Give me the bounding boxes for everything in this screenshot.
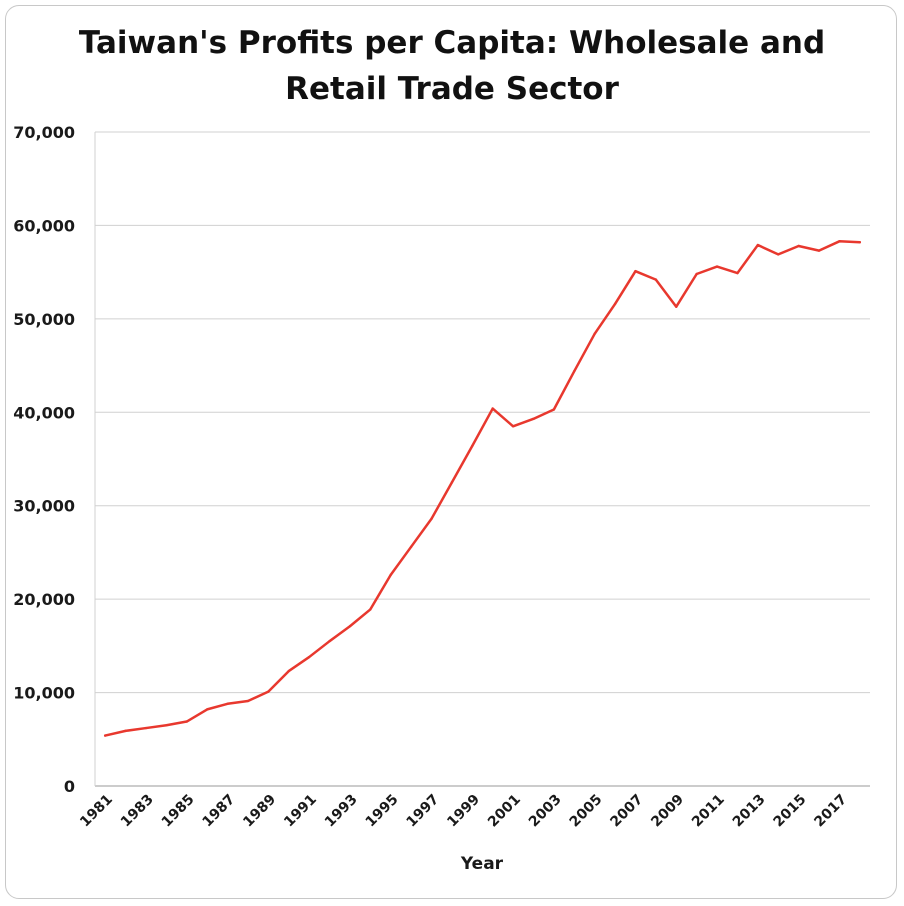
data-point <box>511 425 515 428</box>
data-point <box>573 369 576 373</box>
data-point <box>777 253 780 256</box>
x-axis-ticks: 1981 1983 1985 1987 1989 1991 1993 1995 1997 1999… <box>77 792 850 831</box>
data-point <box>634 270 637 273</box>
data-point <box>348 625 352 628</box>
data-point <box>185 720 188 723</box>
data-point <box>430 517 433 520</box>
data-point <box>471 444 474 448</box>
data-point <box>328 639 331 643</box>
y-tick-label: 70,000 <box>13 123 75 142</box>
data-point <box>144 726 148 730</box>
x-tick-label: 1981 <box>77 792 116 831</box>
y-tick-label: 60,000 <box>13 216 75 235</box>
x-tick-label: 1987 <box>200 792 239 831</box>
data-point <box>817 249 821 252</box>
data-point <box>613 302 617 306</box>
x-tick-label: 2003 <box>526 792 565 831</box>
x-tick-label: 1995 <box>363 792 402 831</box>
data-point <box>736 271 739 275</box>
chart-title-line-2: Retail Trade Sector <box>285 71 619 107</box>
x-tick-label: 2001 <box>485 792 524 831</box>
data-point <box>165 724 168 727</box>
x-tick-label: 1993 <box>322 792 361 831</box>
data-point <box>450 481 454 484</box>
data-point <box>246 699 250 703</box>
data-point <box>532 417 535 421</box>
y-tick-label: 50,000 <box>13 310 75 329</box>
y-tick-label: 10,000 <box>13 684 75 703</box>
data-point <box>838 240 841 243</box>
data-point <box>593 332 596 336</box>
x-tick-label: 1983 <box>118 792 157 831</box>
series-line <box>103 240 862 737</box>
y-axis-ticks: 0 10,000 20,000 30,000 40,000 50,000 60,000 70,… <box>13 123 75 796</box>
data-point <box>205 708 209 711</box>
data-point <box>409 545 413 549</box>
y-tick-label: 30,000 <box>13 497 75 516</box>
x-tick-label: 2009 <box>648 792 687 831</box>
data-point <box>124 729 127 733</box>
data-point <box>369 608 372 611</box>
x-axis-label: Year <box>460 854 504 874</box>
data-point <box>797 244 800 248</box>
x-tick-label: 1985 <box>159 792 198 831</box>
data-point <box>491 407 494 410</box>
data-point <box>654 278 658 281</box>
y-tick-label: 40,000 <box>13 403 75 422</box>
data-point <box>715 265 719 268</box>
x-tick-label: 1999 <box>444 792 483 831</box>
data-point <box>695 272 698 276</box>
data-point <box>287 669 290 673</box>
chart-card <box>5 5 897 899</box>
x-tick-label: 1989 <box>240 792 279 831</box>
gridlines <box>94 131 870 787</box>
x-tick-label: 2015 <box>771 792 810 831</box>
series-group <box>103 240 862 737</box>
y-tick-label: 0 <box>64 777 75 796</box>
data-point <box>267 690 270 693</box>
data-point <box>675 305 678 308</box>
x-tick-label: 1991 <box>281 792 320 831</box>
y-tick-label: 20,000 <box>13 590 75 609</box>
x-tick-label: 2013 <box>730 792 769 831</box>
x-tick-label: 2007 <box>607 792 646 831</box>
data-point <box>226 702 229 705</box>
data-point <box>103 734 107 737</box>
data-point <box>307 655 311 659</box>
x-tick-label: 1997 <box>403 792 442 831</box>
data-point <box>389 573 392 577</box>
x-tick-label: 2017 <box>811 792 850 831</box>
data-point <box>756 243 760 247</box>
x-tick-label: 2005 <box>567 792 606 831</box>
x-tick-label: 2011 <box>689 792 728 831</box>
data-point <box>858 241 862 244</box>
data-point <box>552 408 556 411</box>
chart-title-line-1: Taiwan's Profits per Capita: Wholesale a… <box>78 25 826 61</box>
